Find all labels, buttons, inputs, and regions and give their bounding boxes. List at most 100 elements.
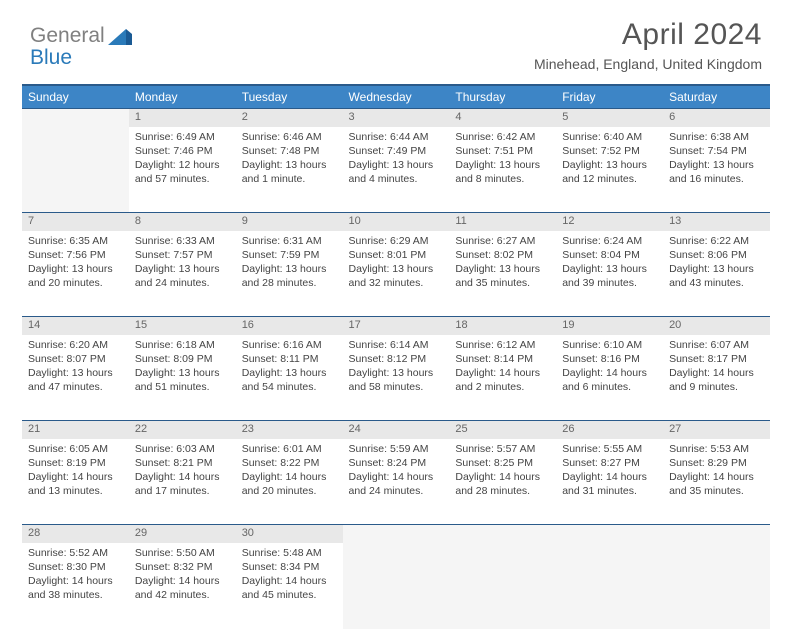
day-cell [663, 543, 770, 629]
day-number: 6 [663, 109, 770, 127]
sunrise-text: Sunrise: 6:05 AM [28, 442, 123, 456]
day-number: 22 [129, 421, 236, 439]
day-cell: Sunrise: 6:29 AMSunset: 8:01 PMDaylight:… [343, 231, 450, 317]
daylight-text-1: Daylight: 14 hours [135, 470, 230, 484]
day-number [343, 525, 450, 543]
daynum-row: 282930 [22, 525, 770, 543]
daylight-text-2: and 28 minutes. [242, 276, 337, 290]
day-cell: Sunrise: 6:10 AMSunset: 8:16 PMDaylight:… [556, 335, 663, 421]
day-cell: Sunrise: 6:44 AMSunset: 7:49 PMDaylight:… [343, 127, 450, 213]
day-cell: Sunrise: 6:49 AMSunset: 7:46 PMDaylight:… [129, 127, 236, 213]
daylight-text-1: Daylight: 14 hours [349, 470, 444, 484]
daylight-text-2: and 12 minutes. [562, 172, 657, 186]
daylight-text-2: and 58 minutes. [349, 380, 444, 394]
day-number: 29 [129, 525, 236, 543]
day-number: 9 [236, 213, 343, 231]
sunset-text: Sunset: 8:16 PM [562, 352, 657, 366]
day-header: Thursday [449, 85, 556, 109]
daylight-text-1: Daylight: 13 hours [242, 262, 337, 276]
daylight-text-1: Daylight: 13 hours [455, 158, 550, 172]
sunset-text: Sunset: 8:24 PM [349, 456, 444, 470]
sunset-text: Sunset: 7:49 PM [349, 144, 444, 158]
day-cell: Sunrise: 6:05 AMSunset: 8:19 PMDaylight:… [22, 439, 129, 525]
title-block: April 2024 Minehead, England, United Kin… [534, 18, 762, 72]
day-number: 14 [22, 317, 129, 335]
sunset-text: Sunset: 8:25 PM [455, 456, 550, 470]
day-cell: Sunrise: 6:14 AMSunset: 8:12 PMDaylight:… [343, 335, 450, 421]
day-number: 4 [449, 109, 556, 127]
day-number: 26 [556, 421, 663, 439]
daylight-text-2: and 17 minutes. [135, 484, 230, 498]
day-cell: Sunrise: 6:16 AMSunset: 8:11 PMDaylight:… [236, 335, 343, 421]
daylight-text-1: Daylight: 13 hours [562, 262, 657, 276]
day-cell: Sunrise: 5:48 AMSunset: 8:34 PMDaylight:… [236, 543, 343, 629]
sunrise-text: Sunrise: 6:40 AM [562, 130, 657, 144]
day-cell [449, 543, 556, 629]
day-number: 7 [22, 213, 129, 231]
day-number [449, 525, 556, 543]
daylight-text-1: Daylight: 13 hours [28, 366, 123, 380]
day-cell: Sunrise: 6:42 AMSunset: 7:51 PMDaylight:… [449, 127, 556, 213]
content-row: Sunrise: 5:52 AMSunset: 8:30 PMDaylight:… [22, 543, 770, 629]
daylight-text-2: and 4 minutes. [349, 172, 444, 186]
daylight-text-2: and 2 minutes. [455, 380, 550, 394]
daylight-text-2: and 1 minute. [242, 172, 337, 186]
day-number: 12 [556, 213, 663, 231]
content-row: Sunrise: 6:20 AMSunset: 8:07 PMDaylight:… [22, 335, 770, 421]
daylight-text-2: and 9 minutes. [669, 380, 764, 394]
sunset-text: Sunset: 8:21 PM [135, 456, 230, 470]
daylight-text-2: and 16 minutes. [669, 172, 764, 186]
day-number: 10 [343, 213, 450, 231]
day-cell [22, 127, 129, 213]
daylight-text-2: and 28 minutes. [455, 484, 550, 498]
daylight-text-2: and 32 minutes. [349, 276, 444, 290]
day-cell: Sunrise: 6:01 AMSunset: 8:22 PMDaylight:… [236, 439, 343, 525]
day-number: 21 [22, 421, 129, 439]
daylight-text-1: Daylight: 14 hours [28, 470, 123, 484]
daylight-text-2: and 57 minutes. [135, 172, 230, 186]
calendar-table: SundayMondayTuesdayWednesdayThursdayFrid… [22, 84, 770, 629]
daynum-row: 14151617181920 [22, 317, 770, 335]
sunset-text: Sunset: 7:57 PM [135, 248, 230, 262]
sunrise-text: Sunrise: 5:59 AM [349, 442, 444, 456]
day-cell: Sunrise: 5:53 AMSunset: 8:29 PMDaylight:… [663, 439, 770, 525]
sunrise-text: Sunrise: 6:01 AM [242, 442, 337, 456]
sunrise-text: Sunrise: 6:46 AM [242, 130, 337, 144]
day-number: 18 [449, 317, 556, 335]
sunset-text: Sunset: 8:32 PM [135, 560, 230, 574]
sunset-text: Sunset: 8:22 PM [242, 456, 337, 470]
sunset-text: Sunset: 8:01 PM [349, 248, 444, 262]
logo-text-gray: General [30, 24, 105, 48]
day-number: 8 [129, 213, 236, 231]
day-number: 27 [663, 421, 770, 439]
sunrise-text: Sunrise: 6:18 AM [135, 338, 230, 352]
sunrise-text: Sunrise: 6:33 AM [135, 234, 230, 248]
daynum-row: 21222324252627 [22, 421, 770, 439]
daylight-text-2: and 43 minutes. [669, 276, 764, 290]
day-number: 3 [343, 109, 450, 127]
sunrise-text: Sunrise: 6:14 AM [349, 338, 444, 352]
day-number: 15 [129, 317, 236, 335]
day-cell: Sunrise: 6:33 AMSunset: 7:57 PMDaylight:… [129, 231, 236, 317]
sunrise-text: Sunrise: 6:38 AM [669, 130, 764, 144]
sunrise-text: Sunrise: 6:07 AM [669, 338, 764, 352]
daylight-text-1: Daylight: 13 hours [135, 366, 230, 380]
sunrise-text: Sunrise: 6:49 AM [135, 130, 230, 144]
day-number: 30 [236, 525, 343, 543]
day-number: 11 [449, 213, 556, 231]
sunrise-text: Sunrise: 6:27 AM [455, 234, 550, 248]
day-cell: Sunrise: 5:50 AMSunset: 8:32 PMDaylight:… [129, 543, 236, 629]
daylight-text-1: Daylight: 14 hours [135, 574, 230, 588]
day-number: 24 [343, 421, 450, 439]
daylight-text-1: Daylight: 13 hours [669, 262, 764, 276]
daynum-row: 78910111213 [22, 213, 770, 231]
daylight-text-2: and 24 minutes. [349, 484, 444, 498]
day-header: Sunday [22, 85, 129, 109]
day-cell: Sunrise: 6:35 AMSunset: 7:56 PMDaylight:… [22, 231, 129, 317]
daylight-text-2: and 20 minutes. [242, 484, 337, 498]
day-header: Friday [556, 85, 663, 109]
daylight-text-2: and 45 minutes. [242, 588, 337, 602]
day-cell: Sunrise: 5:52 AMSunset: 8:30 PMDaylight:… [22, 543, 129, 629]
day-header: Wednesday [343, 85, 450, 109]
daylight-text-1: Daylight: 13 hours [562, 158, 657, 172]
